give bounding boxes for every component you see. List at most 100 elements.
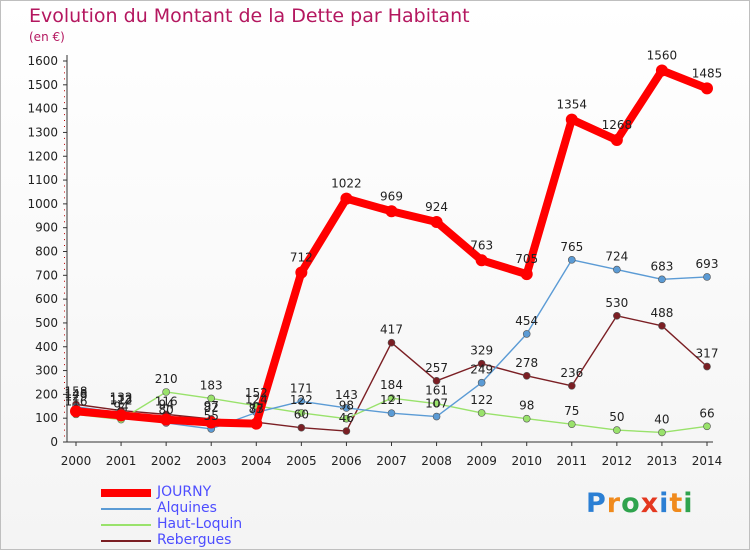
data-label: 329 [470,344,493,358]
data-label: 98 [339,399,354,413]
y-tick-label: 300 [35,364,58,378]
data-label: 1268 [602,118,633,132]
data-label: 97 [204,399,219,413]
data-label: 46 [339,411,354,425]
legend-label: Alquines [157,500,217,516]
data-point [432,399,441,408]
data-point [430,215,443,228]
y-tick-label: 1400 [27,102,58,116]
x-tick-label: 2000 [61,454,92,468]
data-label: 210 [155,372,178,386]
x-tick-label: 2009 [466,454,497,468]
logo-letter: r [606,488,622,519]
data-label: 129 [65,389,88,403]
data-label: 66 [699,406,714,420]
x-tick-label: 2011 [557,454,588,468]
data-point [567,420,576,428]
data-label: 122 [290,393,313,407]
x-tick-label: 2014 [692,454,723,468]
x-tick-label: 2012 [602,454,633,468]
data-point [295,266,308,279]
data-label: 184 [380,378,403,392]
data-point [522,330,531,338]
logo-letter: x [640,488,660,519]
data-point [115,409,128,422]
data-point [475,254,488,267]
data-label: 257 [425,361,448,375]
data-label: 693 [696,257,719,271]
data-label: 969 [380,189,403,203]
data-point [477,359,486,368]
data-point [565,113,578,126]
x-tick-label: 2008 [421,454,452,468]
data-point [70,405,82,418]
logo-letter: P [586,488,607,519]
data-label: 122 [470,393,493,407]
data-label: 417 [380,323,403,337]
data-point [162,388,170,396]
x-tick-label: 2005 [286,454,317,468]
data-point [477,378,486,387]
data-point [342,427,351,435]
y-tick-label: 200 [35,387,58,401]
data-point [297,409,306,417]
logo-letter: i [659,488,670,519]
data-label: 765 [560,240,583,254]
proxiti-logo: Proxiti [586,488,694,519]
y-tick-label: 0 [50,435,58,449]
y-tick-label: 800 [35,245,58,259]
data-label: 1022 [331,177,362,191]
data-point [701,82,713,95]
data-label: 116 [155,394,178,408]
x-tick-label: 2007 [376,454,407,468]
legend-swatch [101,489,151,497]
y-tick-label: 600 [35,292,58,306]
data-point [613,426,621,434]
x-tick-label: 2001 [106,454,137,468]
data-label: 278 [515,356,538,370]
chart-unit-label: (en €) [29,30,65,44]
data-point [207,394,216,403]
data-label: 94 [159,398,174,412]
data-label: 236 [560,366,583,380]
y-tick-label: 1000 [27,197,58,211]
data-label: 454 [515,314,538,328]
legend-swatch [101,524,151,526]
y-tick-label: 1600 [27,54,58,68]
data-label: 171 [290,381,313,395]
data-label: 50 [609,410,624,424]
data-label: 80 [159,403,174,417]
data-point [160,413,173,426]
y-tick-label: 500 [35,316,58,330]
data-label: 924 [425,200,448,214]
data-label: 763 [470,238,493,252]
logo-letter: t [669,488,684,519]
data-label: 1485 [692,66,723,80]
data-point [205,416,218,429]
data-label: 55 [204,409,219,423]
x-tick-label: 2004 [241,454,272,468]
data-label: 143 [335,388,358,402]
data-point [703,362,711,371]
line-chart: 0 100 200 300 400 500 600 700 800 900 1000 1100 1200… [27,49,723,468]
data-point [658,428,666,437]
data-point [297,397,306,406]
data-point [432,412,441,421]
data-point [250,417,263,430]
data-label: 123 [110,393,133,407]
series-lines [70,64,713,437]
data-label: 488 [650,306,673,320]
data-label: 712 [290,250,313,264]
data-point [658,275,666,284]
x-tick-label: 2006 [331,454,362,468]
data-point [477,409,486,417]
x-tick-label: 2003 [196,454,227,468]
data-point [567,382,576,390]
y-tick-label: 900 [35,221,58,235]
data-label: 705 [515,252,538,266]
data-label: 148 [65,387,88,401]
data-point [613,311,621,320]
data-label: 82 [204,400,219,414]
logo-letter: o [621,488,641,519]
